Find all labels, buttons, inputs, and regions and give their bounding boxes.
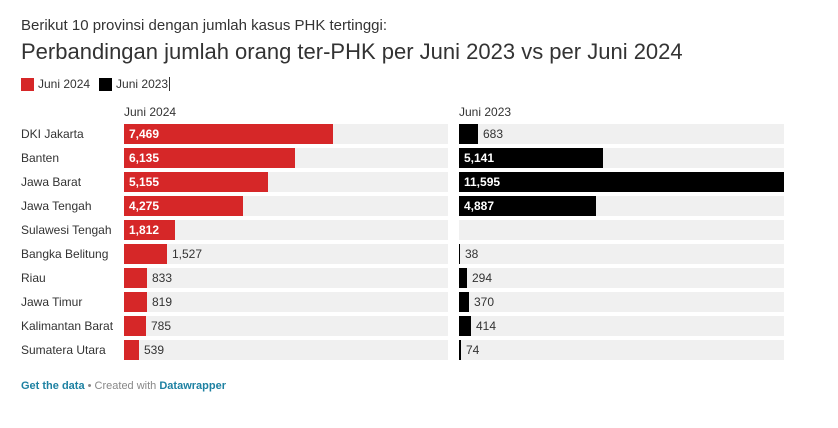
row-label-banten: Banten xyxy=(21,151,60,165)
bar-juni-2024-bangka-belitung[interactable] xyxy=(124,244,167,264)
bar-juni-2024-jawa-tengah[interactable] xyxy=(124,196,243,216)
value-label-juni-2024-sumatera-utara: 539 xyxy=(144,343,165,357)
value-label-juni-2023-kalimantan-barat: 414 xyxy=(476,319,497,333)
bar-track-juni-2024-dki-jakarta: 7,469 xyxy=(124,124,448,144)
bar-juni-2023-banten[interactable] xyxy=(459,148,603,168)
get-the-data-link[interactable]: Get the data xyxy=(21,380,85,392)
bar-track-juni-2023-riau: 294 xyxy=(459,268,784,288)
row-label-jawa-timur: Jawa Timur xyxy=(21,295,83,309)
bar-track-juni-2023-bangka-belitung: 38 xyxy=(459,244,784,264)
bar-track-juni-2024-jawa-timur: 819 xyxy=(124,292,448,312)
bar-track-juni-2023-jawa-tengah: 4,887 xyxy=(459,196,784,216)
bar-track-juni-2024-banten: 6,135 xyxy=(124,148,448,168)
value-label-juni-2023-dki-jakarta: 683 xyxy=(483,127,504,141)
value-label-juni-2024-riau: 833 xyxy=(152,271,173,285)
row-label-jawa-tengah: Jawa Tengah xyxy=(21,199,92,213)
footer: Get the data • Created with Datawrapper xyxy=(21,380,226,392)
legend-item-juni-2024[interactable]: Juni 2024 xyxy=(21,77,90,91)
row-label-dki-jakarta: DKI Jakarta xyxy=(21,127,84,141)
bar-juni-2024-dki-jakarta[interactable] xyxy=(124,124,333,144)
bar-track-juni-2024-kalimantan-barat: 785 xyxy=(124,316,448,336)
legend-swatch-juni-2023 xyxy=(99,77,113,91)
value-label-juni-2024-dki-jakarta: 7,469 xyxy=(129,127,160,141)
value-label-juni-2024-jawa-tengah: 4,275 xyxy=(129,199,160,213)
bar-track-juni-2024-sulawesi-tengah: 1,812 xyxy=(124,220,448,240)
bar-track-juni-2024-bangka-belitung: 1,527 xyxy=(124,244,448,264)
panel-header-juni-2024: Juni 2024 xyxy=(124,105,177,119)
value-label-juni-2023-banten: 5,141 xyxy=(464,151,495,165)
chart-subtitle: Berikut 10 provinsi dengan jumlah kasus … xyxy=(21,17,388,34)
bar-track-juni-2023-banten: 5,141 xyxy=(459,148,784,168)
bar-juni-2023-kalimantan-barat[interactable] xyxy=(459,316,471,336)
row-label-sulawesi-tengah: Sulawesi Tengah xyxy=(21,223,112,237)
bar-track-juni-2023-jawa-barat: 11,595 xyxy=(459,172,784,192)
bar-juni-2024-riau[interactable] xyxy=(124,268,147,288)
chart-title: Perbandingan jumlah orang ter-PHK per Ju… xyxy=(21,39,683,64)
legend-text-caret xyxy=(169,77,171,91)
bar-track-juni-2023-kalimantan-barat: 414 xyxy=(459,316,784,336)
legend: Juni 2024 Juni 2023 xyxy=(21,77,179,91)
bar-track-juni-2023-dki-jakarta: 683 xyxy=(459,124,784,144)
bar-juni-2024-banten[interactable] xyxy=(124,148,295,168)
row-label-sumatera-utara: Sumatera Utara xyxy=(21,343,106,357)
row-label-kalimantan-barat: Kalimantan Barat xyxy=(21,319,114,333)
value-label-juni-2024-bangka-belitung: 1,527 xyxy=(172,247,203,261)
panel-header-juni-2023: Juni 2023 xyxy=(459,105,512,119)
value-label-juni-2023-jawa-timur: 370 xyxy=(474,295,495,309)
bar-juni-2023-riau[interactable] xyxy=(459,268,467,288)
bar-track-juni-2023-jawa-timur: 370 xyxy=(459,292,784,312)
row-label-jawa-barat: Jawa Barat xyxy=(21,175,82,189)
legend-item-juni-2023[interactable]: Juni 2023 xyxy=(99,77,171,91)
bar-juni-2023-jawa-tengah[interactable] xyxy=(459,196,596,216)
value-label-juni-2023-jawa-barat: 11,595 xyxy=(464,175,501,189)
legend-swatch-juni-2024 xyxy=(21,77,34,91)
footer-separator: • Created with xyxy=(84,380,160,392)
bar-track-juni-2024-sumatera-utara: 539 xyxy=(124,340,448,360)
bar-juni-2024-sulawesi-tengah[interactable] xyxy=(124,220,175,240)
legend-label-juni-2023: Juni 2023 xyxy=(116,77,169,91)
bar-juni-2023-jawa-timur[interactable] xyxy=(459,292,469,312)
value-label-juni-2024-banten: 6,135 xyxy=(129,151,160,165)
bar-juni-2024-sumatera-utara[interactable] xyxy=(124,340,139,360)
value-label-juni-2024-sulawesi-tengah: 1,812 xyxy=(129,223,160,237)
value-label-juni-2023-sumatera-utara: 74 xyxy=(466,343,480,357)
bar-track-juni-2023-sulawesi-tengah xyxy=(459,220,784,240)
bar-track-juni-2024-riau: 833 xyxy=(124,268,448,288)
bar-juni-2023-dki-jakarta[interactable] xyxy=(459,124,478,144)
bar-juni-2023-jawa-barat[interactable] xyxy=(459,172,784,192)
legend-label-juni-2024: Juni 2024 xyxy=(38,77,91,91)
datawrapper-link[interactable]: Datawrapper xyxy=(159,380,226,392)
bar-juni-2023-sumatera-utara[interactable] xyxy=(459,340,461,360)
row-label-bangka-belitung: Bangka Belitung xyxy=(21,247,109,261)
value-label-juni-2023-bangka-belitung: 38 xyxy=(465,247,479,261)
value-label-juni-2023-riau: 294 xyxy=(472,271,493,285)
value-label-juni-2023-jawa-tengah: 4,887 xyxy=(464,199,495,213)
bar-juni-2024-jawa-barat[interactable] xyxy=(124,172,268,192)
value-label-juni-2024-jawa-barat: 5,155 xyxy=(129,175,160,189)
bar-juni-2024-jawa-timur[interactable] xyxy=(124,292,147,312)
bar-track-juni-2024-jawa-tengah: 4,275 xyxy=(124,196,448,216)
bar-juni-2023-bangka-belitung[interactable] xyxy=(459,244,460,264)
value-label-juni-2024-jawa-timur: 819 xyxy=(152,295,173,309)
bar-juni-2024-kalimantan-barat[interactable] xyxy=(124,316,146,336)
bar-track-juni-2023-sumatera-utara: 74 xyxy=(459,340,784,360)
row-label-riau: Riau xyxy=(21,271,46,285)
value-label-juni-2024-kalimantan-barat: 785 xyxy=(151,319,172,333)
bar-track-juni-2024-jawa-barat: 5,155 xyxy=(124,172,448,192)
